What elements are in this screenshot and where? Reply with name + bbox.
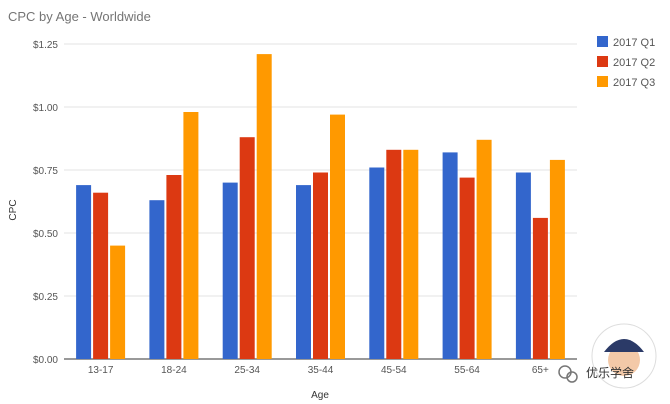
bar-25-34-2017-q2 — [239, 137, 255, 359]
bar-65+-2017-q1 — [515, 172, 531, 359]
bar-45-54-2017-q3 — [403, 149, 419, 359]
bar-65+-2017-q3 — [549, 159, 565, 359]
bar-55-64-2017-q1 — [442, 152, 458, 359]
bar-35-44-2017-q3 — [330, 114, 345, 359]
x-tick-label: 45-54 — [381, 365, 407, 376]
watermark: 优乐学舍 — [558, 323, 657, 389]
bar-65+-2017-q2 — [532, 217, 548, 359]
bar-25-34-2017-q1 — [222, 182, 238, 359]
bar-25-34-2017-q3 — [256, 54, 272, 359]
watermark-hat-icon — [604, 339, 644, 352]
bar-13-17-2017-q2 — [93, 192, 109, 359]
y-tick-label: $1.00 — [33, 103, 58, 114]
y-tick-label: $0.50 — [33, 229, 58, 240]
y-tick-label: $0.75 — [33, 166, 58, 177]
legend-swatch — [597, 56, 608, 67]
x-tick-label: 13-17 — [88, 365, 114, 376]
y-axis-label: CPC — [8, 199, 19, 220]
legend: 2017 Q1 2017 Q2 2017 Q3 — [597, 36, 655, 89]
bar-18-24-2017-q2 — [166, 175, 182, 359]
y-axis-ticks: $0.00 $0.25 $0.50 $0.75 $1.00 $1.25 — [33, 40, 58, 366]
bar-13-17-2017-q3 — [110, 245, 126, 359]
bar-35-44-2017-q2 — [313, 172, 328, 359]
bar-45-54-2017-q1 — [369, 167, 385, 359]
y-tick-label: $0.00 — [33, 355, 58, 366]
bar-45-54-2017-q2 — [386, 149, 402, 359]
bar-35-44-2017-q1 — [296, 185, 311, 359]
watermark-text: 优乐学舍 — [586, 365, 634, 380]
bars — [76, 54, 565, 359]
y-tick-label: $1.25 — [33, 40, 58, 51]
legend-swatch — [597, 76, 608, 87]
bar-18-24-2017-q3 — [183, 112, 199, 359]
bar-55-64-2017-q3 — [476, 139, 492, 359]
x-tick-label: 55-64 — [454, 365, 480, 376]
x-axis-ticks: 13-17 18-24 25-34 35-44 45-54 55-64 65+ — [88, 365, 549, 376]
bar-13-17-2017-q1 — [76, 185, 92, 359]
chart-title: CPC by Age - Worldwide — [8, 9, 151, 24]
wechat-icon-bubble — [566, 371, 578, 383]
legend-label: 2017 Q1 — [613, 37, 655, 49]
x-tick-label: 35-44 — [308, 365, 334, 376]
bar-55-64-2017-q2 — [459, 177, 475, 359]
legend-swatch — [597, 36, 608, 47]
x-tick-label: 25-34 — [234, 365, 260, 376]
legend-label: 2017 Q3 — [613, 77, 655, 89]
legend-label: 2017 Q2 — [613, 57, 655, 69]
x-tick-label: 18-24 — [161, 365, 187, 376]
x-tick-label: 65+ — [532, 365, 549, 376]
x-axis-label: Age — [311, 390, 329, 401]
bar-18-24-2017-q1 — [149, 200, 165, 359]
y-tick-label: $0.25 — [33, 292, 58, 303]
